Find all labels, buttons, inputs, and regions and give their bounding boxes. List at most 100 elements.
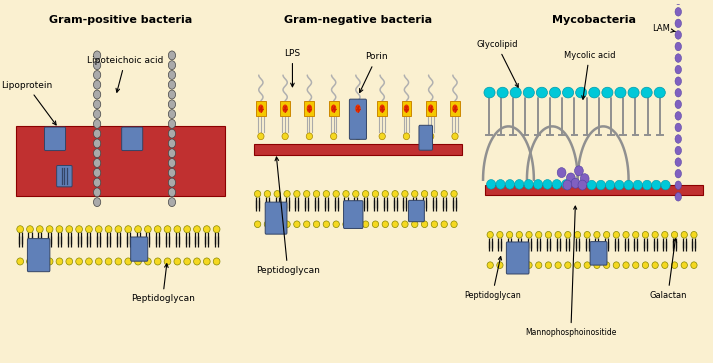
- Text: Lipoteichoic acid: Lipoteichoic acid: [87, 56, 163, 92]
- Ellipse shape: [168, 139, 175, 148]
- Ellipse shape: [46, 226, 53, 233]
- Ellipse shape: [174, 226, 180, 233]
- Ellipse shape: [401, 191, 408, 197]
- Ellipse shape: [362, 191, 369, 197]
- Ellipse shape: [497, 262, 503, 269]
- FancyBboxPatch shape: [409, 200, 424, 222]
- Ellipse shape: [168, 129, 175, 138]
- Ellipse shape: [372, 191, 379, 197]
- Ellipse shape: [691, 262, 697, 269]
- Ellipse shape: [96, 258, 102, 265]
- Ellipse shape: [575, 232, 580, 238]
- Bar: [256, 101, 266, 116]
- Ellipse shape: [642, 232, 649, 238]
- Ellipse shape: [655, 87, 665, 98]
- Ellipse shape: [578, 180, 587, 190]
- Ellipse shape: [93, 119, 101, 128]
- Ellipse shape: [428, 133, 434, 140]
- Ellipse shape: [313, 221, 319, 228]
- Ellipse shape: [353, 191, 359, 197]
- Ellipse shape: [93, 139, 101, 148]
- Ellipse shape: [26, 258, 34, 265]
- Ellipse shape: [672, 262, 677, 269]
- Ellipse shape: [451, 191, 457, 197]
- Ellipse shape: [304, 221, 310, 228]
- FancyBboxPatch shape: [344, 201, 363, 228]
- Ellipse shape: [533, 180, 543, 189]
- Ellipse shape: [411, 221, 418, 228]
- FancyBboxPatch shape: [419, 125, 433, 150]
- Ellipse shape: [565, 232, 571, 238]
- Ellipse shape: [333, 191, 339, 197]
- Ellipse shape: [184, 226, 190, 233]
- Ellipse shape: [642, 180, 652, 190]
- Ellipse shape: [168, 70, 175, 79]
- Ellipse shape: [168, 168, 175, 177]
- Ellipse shape: [154, 226, 161, 233]
- Ellipse shape: [343, 221, 349, 228]
- Ellipse shape: [545, 262, 552, 269]
- Ellipse shape: [258, 105, 264, 113]
- Ellipse shape: [652, 180, 661, 190]
- Ellipse shape: [675, 0, 682, 4]
- Ellipse shape: [355, 105, 361, 113]
- Ellipse shape: [284, 221, 290, 228]
- Ellipse shape: [587, 180, 596, 190]
- Ellipse shape: [602, 87, 613, 98]
- Ellipse shape: [66, 226, 73, 233]
- Ellipse shape: [675, 146, 682, 155]
- Ellipse shape: [135, 258, 141, 265]
- Bar: [426, 101, 436, 116]
- Ellipse shape: [353, 221, 359, 228]
- Ellipse shape: [93, 129, 101, 138]
- Ellipse shape: [624, 180, 633, 190]
- Ellipse shape: [93, 70, 101, 79]
- Ellipse shape: [580, 174, 589, 184]
- Ellipse shape: [562, 180, 571, 189]
- Bar: [329, 101, 339, 116]
- FancyBboxPatch shape: [349, 99, 366, 139]
- Ellipse shape: [652, 262, 658, 269]
- Ellipse shape: [168, 178, 175, 187]
- Ellipse shape: [168, 51, 175, 60]
- Ellipse shape: [575, 262, 580, 269]
- Ellipse shape: [93, 149, 101, 158]
- Bar: [486, 185, 702, 195]
- Ellipse shape: [274, 221, 280, 228]
- Ellipse shape: [76, 226, 83, 233]
- Text: Galactan: Galactan: [649, 239, 687, 300]
- Ellipse shape: [93, 178, 101, 187]
- Ellipse shape: [106, 226, 112, 233]
- Ellipse shape: [164, 258, 171, 265]
- Ellipse shape: [487, 232, 493, 238]
- Bar: [254, 144, 462, 155]
- Ellipse shape: [543, 180, 552, 189]
- Ellipse shape: [675, 100, 682, 109]
- Ellipse shape: [589, 87, 600, 98]
- Ellipse shape: [613, 262, 620, 269]
- Bar: [401, 101, 411, 116]
- Ellipse shape: [168, 61, 175, 70]
- Ellipse shape: [557, 168, 566, 178]
- Ellipse shape: [96, 226, 102, 233]
- Ellipse shape: [46, 258, 53, 265]
- Text: Lipoprotein: Lipoprotein: [1, 81, 56, 125]
- Ellipse shape: [672, 232, 677, 238]
- Ellipse shape: [145, 226, 151, 233]
- Ellipse shape: [681, 262, 687, 269]
- Ellipse shape: [555, 232, 561, 238]
- Ellipse shape: [571, 178, 580, 188]
- Ellipse shape: [675, 19, 682, 28]
- Ellipse shape: [675, 65, 682, 74]
- Ellipse shape: [535, 262, 542, 269]
- Ellipse shape: [307, 105, 312, 113]
- Ellipse shape: [282, 105, 288, 113]
- Ellipse shape: [392, 191, 399, 197]
- Ellipse shape: [497, 232, 503, 238]
- Ellipse shape: [555, 262, 561, 269]
- Ellipse shape: [675, 181, 682, 189]
- Ellipse shape: [392, 221, 399, 228]
- Ellipse shape: [575, 166, 583, 176]
- Ellipse shape: [168, 159, 175, 167]
- Ellipse shape: [613, 232, 620, 238]
